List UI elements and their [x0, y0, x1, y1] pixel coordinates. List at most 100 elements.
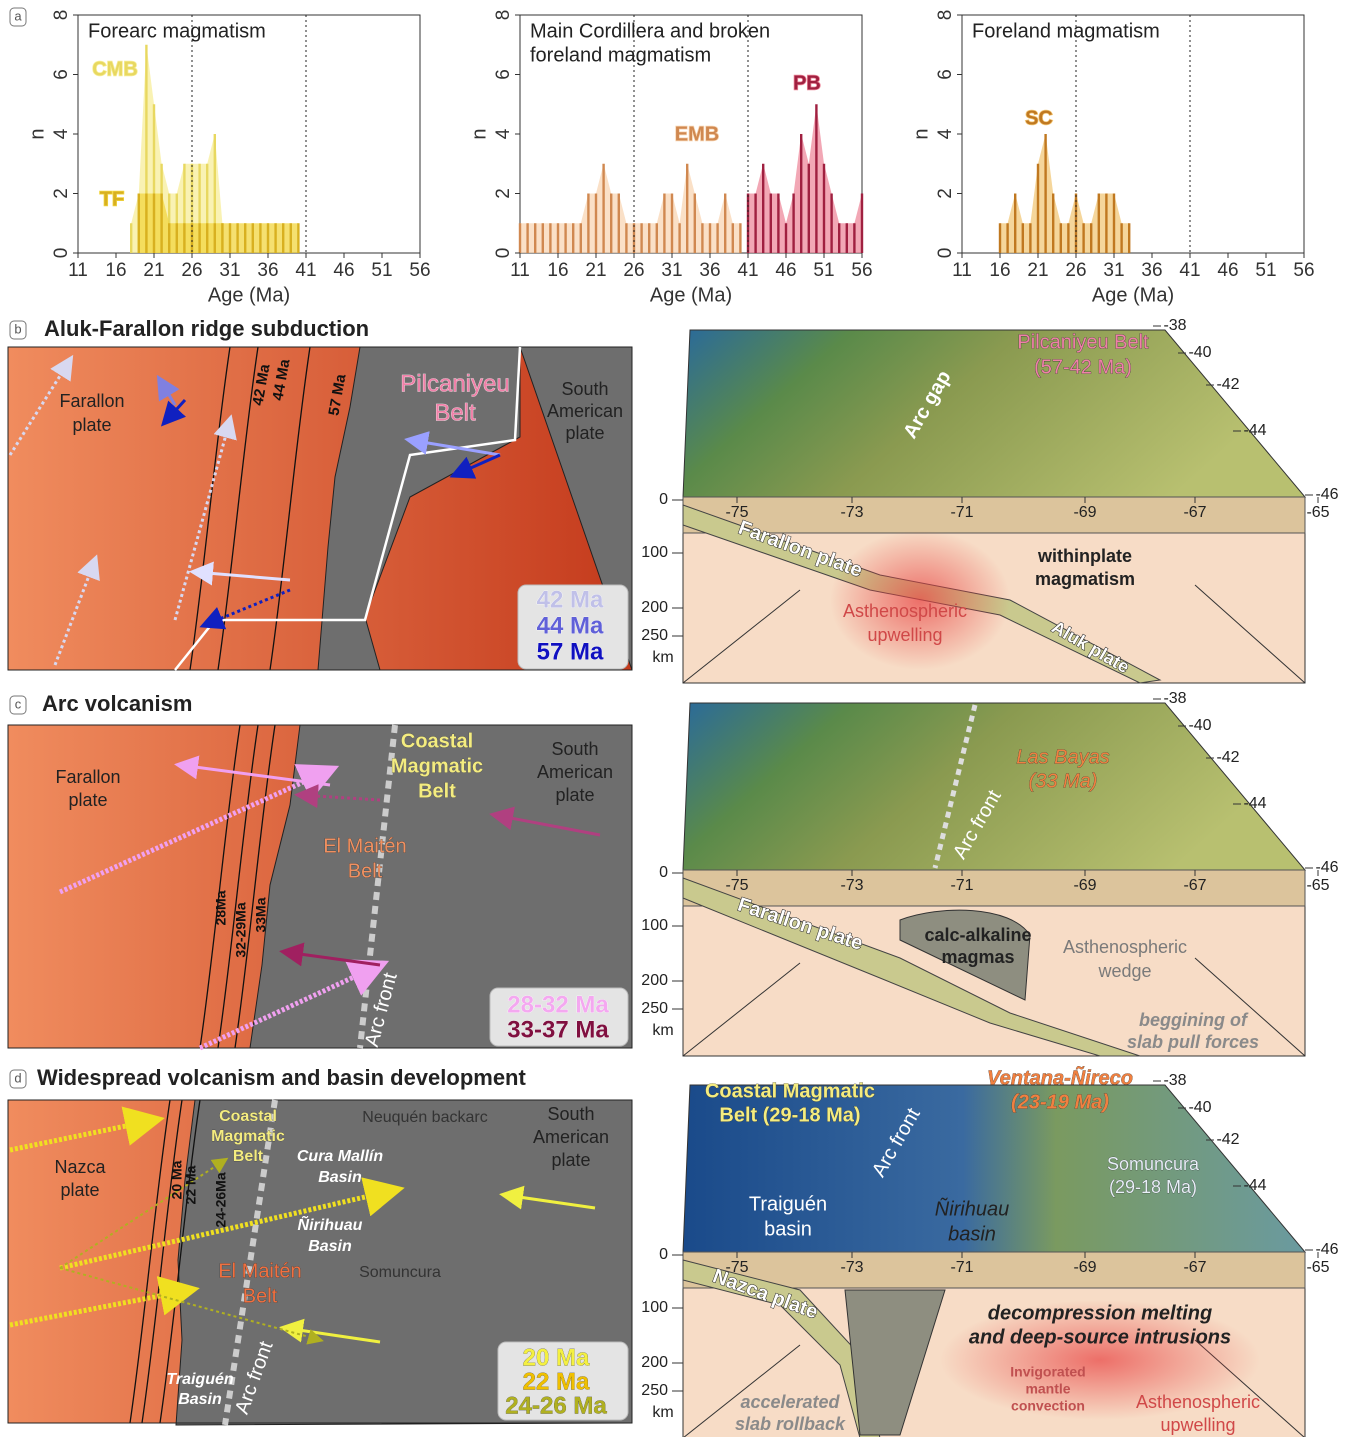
x-tick-label: 11: [510, 260, 530, 281]
motion-arrow: [449, 453, 501, 479]
histogram-bar: [251, 223, 254, 253]
block-crust: [682, 1251, 1306, 1289]
depth-tick-label: 250: [641, 1000, 668, 1017]
label: Pilcaniyeu: [400, 370, 509, 397]
motion-arrow: [173, 414, 237, 621]
mantle-wedge: [899, 909, 1031, 1001]
label: American: [533, 1127, 609, 1147]
label: Invigorated: [1010, 1364, 1085, 1380]
histogram-bar: [686, 163, 689, 253]
histogram-bar: [784, 223, 788, 253]
block-edge: [1194, 584, 1306, 684]
label: decompression melting: [988, 1302, 1213, 1324]
histogram-bar: [800, 134, 803, 253]
y-tick-label: 0: [493, 248, 514, 259]
x-tick-label: 46: [333, 260, 354, 281]
label: mantle: [1025, 1381, 1070, 1397]
label: upwelling: [1160, 1415, 1235, 1435]
histogram-bar: [206, 223, 209, 253]
histogram-bar: [762, 163, 765, 253]
legend-entry: 28-32 Ma: [507, 991, 609, 1018]
histogram-bar: [145, 44, 148, 253]
map-frame: [7, 724, 633, 1049]
lat-tick-label: -38: [1163, 317, 1186, 334]
histogram-bar: [289, 223, 292, 253]
histogram-bar: [746, 193, 750, 253]
motion-arrow: [198, 959, 390, 1051]
histogram-bar: [640, 223, 643, 253]
label: accelerated: [740, 1392, 840, 1412]
lat-tick-label: -40: [1188, 717, 1211, 734]
histogram-bar: [587, 193, 590, 253]
label: Cura Mallín: [297, 1148, 383, 1165]
label: calc-alkaline: [924, 925, 1031, 945]
map-frame: [7, 346, 633, 671]
x-tick-label: 11: [68, 260, 88, 281]
histogram-bar: [183, 223, 186, 253]
legend-entry: 33-37 Ma: [507, 1016, 609, 1043]
label: Nazca: [54, 1157, 106, 1177]
label: 24-26Ma: [213, 1172, 229, 1227]
histogram-bar: [1105, 193, 1108, 253]
label: plate: [72, 415, 111, 435]
block-edge: [683, 1344, 801, 1437]
label: Belt: [243, 1285, 278, 1307]
panel-title: Widespread volcanism and basin developme…: [37, 1065, 526, 1090]
histogram-bar: [701, 223, 704, 253]
x-tick-label: 36: [257, 260, 278, 281]
label: slab rollback: [735, 1414, 846, 1434]
x-tick-label: 31: [1103, 260, 1124, 281]
label: basin: [764, 1218, 812, 1240]
histogram-bar: [228, 223, 232, 253]
panel-label-box: [9, 1069, 27, 1089]
motion-arrow: [279, 942, 381, 967]
label: (23-19 Ma): [1011, 1091, 1109, 1113]
depth-tick-label: 250: [641, 1382, 668, 1399]
label: plate: [551, 1150, 590, 1170]
histogram-bar: [183, 163, 186, 253]
lon-tick-label: -73: [840, 1259, 863, 1276]
depth-tick-label: 100: [641, 544, 668, 561]
histogram-bar: [632, 223, 636, 253]
lon-tick-label: -71: [950, 1259, 973, 1276]
histogram-bar: [221, 223, 224, 253]
label: 20 Ma: [169, 1160, 185, 1199]
histogram-bar: [579, 223, 582, 253]
label: (33 Ma): [1029, 770, 1098, 792]
label: magmatism: [1035, 569, 1135, 589]
x-axis-label: Age (Ma): [1092, 284, 1174, 306]
legend-entry: 22 Ma: [523, 1368, 590, 1395]
trench: [159, 1099, 201, 1424]
label: Neuquén backarc: [362, 1109, 487, 1126]
lat-tick-label: -40: [1188, 344, 1211, 361]
label: withinplate: [1037, 546, 1132, 566]
label: and deep-source intrusions: [969, 1326, 1231, 1348]
label: Ñirihuau: [935, 1196, 1009, 1220]
lat-tick-label: -42: [1216, 376, 1239, 393]
depth-tick-label: 250: [641, 627, 668, 644]
legend-entry: 42 Ma: [537, 586, 604, 613]
histogram-bar: [168, 223, 171, 253]
lat-tick-label: -38: [1163, 690, 1186, 707]
label: basin: [948, 1223, 996, 1245]
lon-tick-label: -71: [950, 877, 973, 894]
depth-unit: km: [652, 1404, 673, 1421]
lat-tick-label: -46: [1315, 486, 1338, 503]
label: South: [561, 379, 608, 399]
lat-tick-label: -40: [1188, 1099, 1211, 1116]
histogram-bar: [297, 223, 300, 253]
legend-box: [517, 584, 629, 670]
histogram-bar: [708, 223, 712, 253]
lon-tick-label: -65: [1306, 504, 1329, 521]
panel-label: c: [15, 696, 22, 711]
histogram-bar: [655, 223, 658, 253]
label: 33Ma: [253, 897, 269, 932]
panel-title: Aluk-Farallon ridge subduction: [44, 316, 369, 341]
label: Somuncura: [1107, 1154, 1200, 1174]
legend-entry: 24-26 Ma: [505, 1392, 607, 1419]
trench: [141, 1099, 183, 1424]
x-tick-label: 21: [1027, 260, 1048, 281]
motion-arrow: [58, 764, 340, 895]
label: Las Bayas: [1016, 746, 1109, 768]
